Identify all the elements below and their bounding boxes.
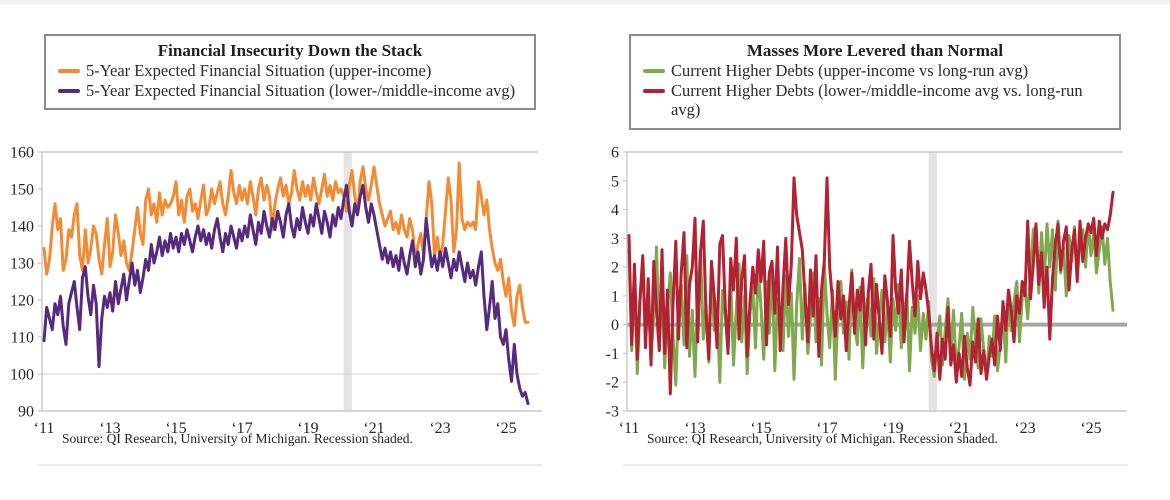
svg-text:-1: -1 [606,346,619,363]
svg-text:120: 120 [10,293,34,310]
svg-text:6: 6 [611,145,619,162]
svg-text:140: 140 [10,219,34,236]
legend-item: 5-Year Expected Financial Situation (low… [56,81,524,100]
chart-panel-masses-levered: -3 -2 -1 0 1 2 3 4 5 6 ‘11 ‘13 ‘15 ‘17 ‘19 ‘21 ‘23 ‘25 Ma… [585,0,1170,500]
svg-text:100: 100 [10,367,34,384]
svg-text:‘25: ‘25 [495,420,516,437]
svg-text:‘21: ‘21 [363,420,384,437]
svg-text:‘11: ‘11 [619,420,640,437]
source-note: Source: QI Research, University of Michi… [62,431,413,446]
chart-title: Masses More Levered than Normal [746,41,1004,60]
svg-text:2: 2 [611,260,619,277]
legend-item: Current Higher Debts (upper-income vs lo… [641,61,1109,80]
svg-text:0: 0 [611,317,619,334]
source-note: Source: QI Research, University of Michi… [647,431,998,446]
legend-label: 5-Year Expected Financial Situation (upp… [86,61,432,81]
svg-text:‘17: ‘17 [816,420,837,437]
legend-label: 5-Year Expected Financial Situation (low… [86,80,516,100]
svg-text:‘15: ‘15 [750,420,771,437]
svg-text:‘19: ‘19 [297,420,318,437]
svg-text:150: 150 [10,182,34,199]
masses-levered-legend-box: Masses More Levered than Normal Current … [629,34,1121,130]
svg-text:‘23: ‘23 [1014,420,1035,437]
svg-text:5: 5 [611,173,619,190]
svg-text:4: 4 [611,202,619,219]
svg-text:-2: -2 [606,375,619,392]
svg-text:160: 160 [10,145,34,162]
line-swatch-icon [58,69,80,74]
financial-insecurity-chart-canvas: 90 100 110 120 130 140 150 160 ‘11 ‘13 ‘15 ‘17 ‘19 ‘2… [10,145,542,437]
divider [623,464,1128,466]
svg-text:1: 1 [611,288,619,305]
svg-text:90: 90 [18,404,34,421]
divider [38,464,543,466]
svg-text:‘23: ‘23 [429,420,450,437]
svg-text:‘13: ‘13 [684,420,705,437]
chart-title: Financial Insecurity Down the Stack [157,41,423,60]
svg-text:130: 130 [10,256,34,273]
line-swatch-icon [58,88,80,93]
legend-item: Current Higher Debts (lower-/middle-inco… [641,81,1109,120]
legend-item: 5-Year Expected Financial Situation (upp… [56,61,524,80]
svg-text:‘19: ‘19 [882,420,903,437]
svg-text:‘11: ‘11 [34,420,55,437]
line-swatch-icon [643,88,665,93]
svg-text:110: 110 [11,330,34,347]
line-swatch-icon [643,69,665,74]
top-edge-strip [0,0,1170,5]
svg-text:‘17: ‘17 [231,420,252,437]
chart-panel-financial-insecurity: 90 100 110 120 130 140 150 160 ‘11 ‘13 ‘15 ‘17 ‘19 ‘2… [10,34,543,466]
masses-levered-chart-canvas: -3 -2 -1 0 1 2 3 4 5 6 ‘11 ‘13 ‘15 ‘17 ‘19 ‘21 ‘23 ‘25 [606,145,1127,437]
svg-text:3: 3 [611,231,619,248]
legend-label: Current Higher Debts (lower-/middle-inco… [671,80,1083,120]
legend-label: Current Higher Debts (upper-income vs lo… [671,61,1029,81]
svg-text:‘25: ‘25 [1080,420,1101,437]
svg-text:‘13: ‘13 [99,420,120,437]
svg-text:-3: -3 [606,404,619,421]
svg-text:‘21: ‘21 [948,420,969,437]
svg-text:‘15: ‘15 [165,420,186,437]
financial-insecurity-legend-box: Financial Insecurity Down the Stack 5-Ye… [44,34,536,111]
